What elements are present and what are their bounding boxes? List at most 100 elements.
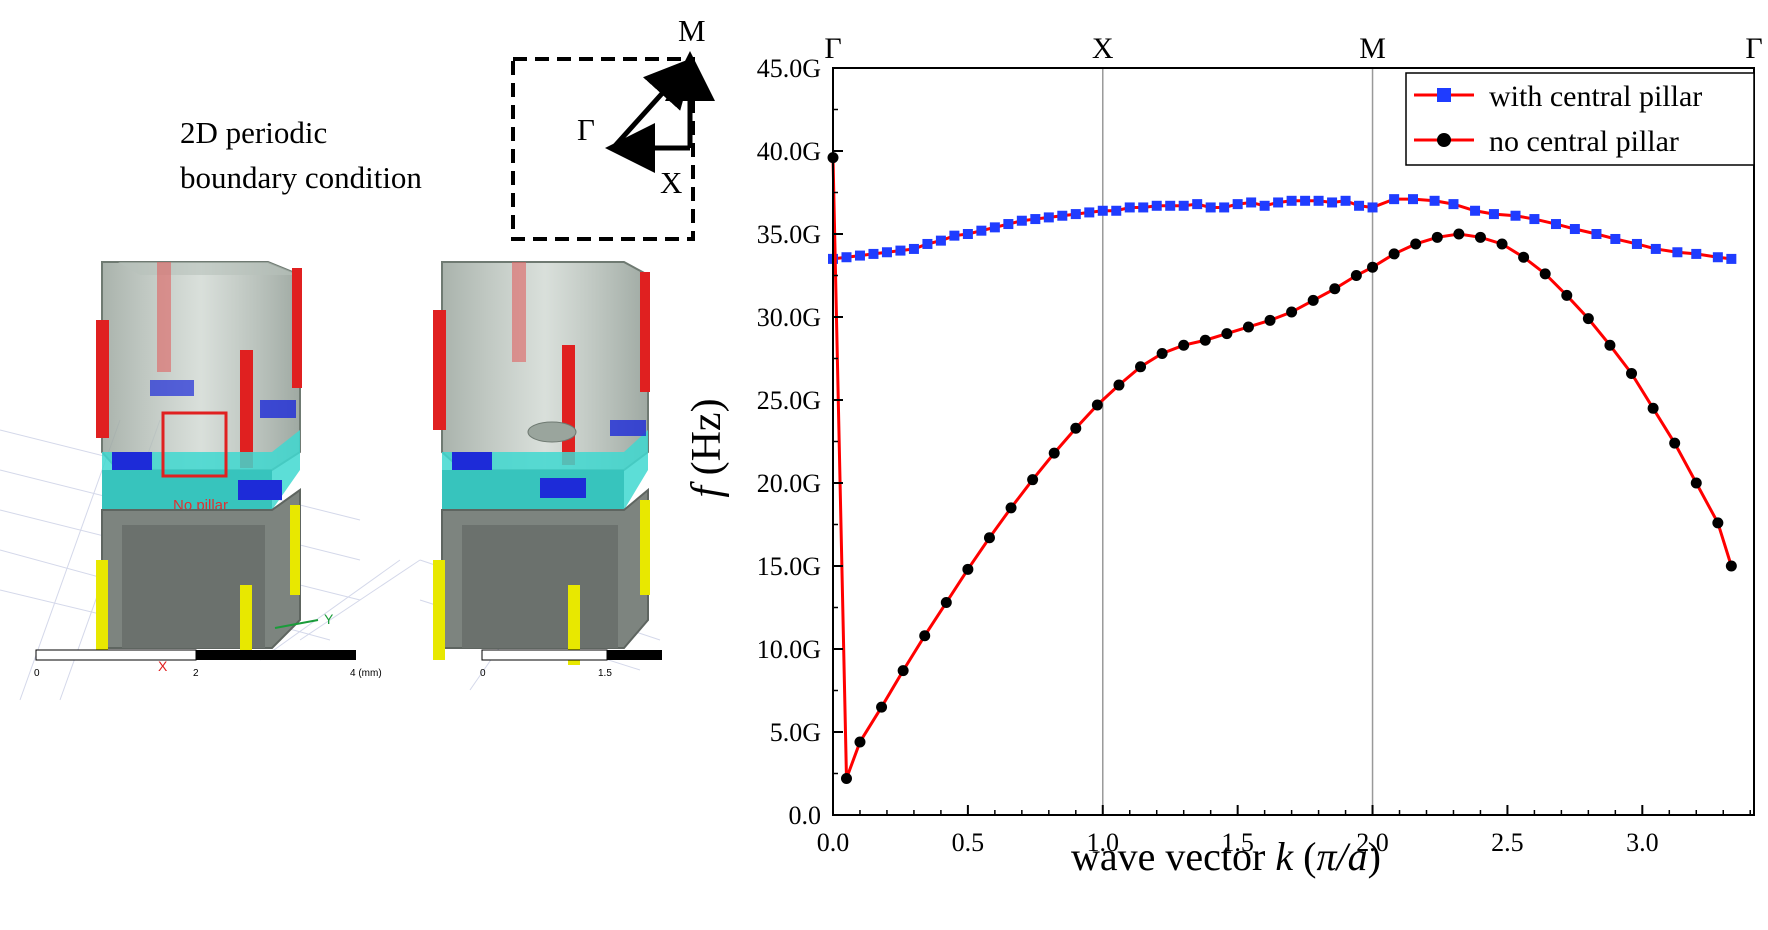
series-point-0-58 <box>1726 253 1737 264</box>
pad-right-3 <box>610 420 646 436</box>
series-point-1-16 <box>1156 348 1168 360</box>
scale-bar-black-left <box>196 650 356 660</box>
series-point-1-31 <box>1474 231 1486 243</box>
series-point-1-1 <box>840 772 852 784</box>
series-point-0-14 <box>1016 215 1027 226</box>
symmetry-label-1: X <box>1092 32 1114 65</box>
series-point-1-15 <box>1135 361 1147 373</box>
series-point-0-17 <box>1057 210 1068 221</box>
x-tick-label-1: 0.5 <box>952 828 985 857</box>
y-tick-label-9: 45.0G <box>757 54 821 83</box>
series-point-0-29 <box>1219 202 1230 213</box>
series-point-0-33 <box>1273 197 1284 208</box>
series-point-1-21 <box>1264 314 1276 326</box>
series-point-1-38 <box>1626 367 1638 379</box>
yellow-pillar-right-3 <box>640 500 650 595</box>
red-pillar-left-3 <box>292 268 302 388</box>
series-layer <box>827 152 1737 784</box>
series-point-0-40 <box>1367 202 1378 213</box>
series-point-0-51 <box>1591 229 1602 239</box>
upper-housing-left <box>101 261 301 471</box>
x-axis-unit-open: ( <box>1293 834 1316 879</box>
series-point-1-10 <box>1027 474 1039 486</box>
series-point-1-35 <box>1561 289 1573 301</box>
top-face-left <box>118 262 300 275</box>
series-point-0-41 <box>1389 194 1400 205</box>
series-point-0-34 <box>1286 195 1297 206</box>
series-point-0-15 <box>1030 214 1041 225</box>
x-tick-label-3: 1.5 <box>1221 828 1254 857</box>
series-point-0-38 <box>1340 195 1351 206</box>
series-point-1-36 <box>1582 313 1594 325</box>
y-tick-label-3: 15.0G <box>757 552 821 581</box>
center-feed-left <box>157 262 171 372</box>
series-point-1-17 <box>1178 339 1190 351</box>
series-point-0-26 <box>1178 200 1189 211</box>
no-pillar-highlight-box <box>161 411 228 478</box>
x-axis-unit: π/a <box>1316 834 1367 879</box>
series-point-0-24 <box>1151 200 1162 211</box>
brillouin-zone-boundary <box>511 57 695 241</box>
x-axis: 0.0 0.5 1.0 1.5 2.0 2.5 3.0 <box>817 805 1751 857</box>
axis-y-arrow <box>274 619 319 629</box>
series-point-1-8 <box>983 532 995 544</box>
series-point-1-18 <box>1199 334 1211 346</box>
series-point-0-22 <box>1124 202 1135 213</box>
series-point-0-5 <box>895 245 906 256</box>
series-point-0-20 <box>1097 205 1108 216</box>
series-point-1-28 <box>1410 238 1422 250</box>
series-point-0-12 <box>989 222 1000 233</box>
red-pillar-right-1 <box>433 310 446 430</box>
series-point-0-6 <box>908 243 919 254</box>
symmetry-label-0: Γ <box>824 32 841 65</box>
series-0 <box>828 194 1737 264</box>
bz-x-label: X <box>660 165 682 200</box>
series-point-1-22 <box>1286 306 1298 318</box>
y-tick-label-6: 30.0G <box>757 303 821 332</box>
series-point-1-29 <box>1431 231 1443 243</box>
pad-right-2 <box>540 478 586 498</box>
series-point-1-7 <box>962 563 974 575</box>
legend-box <box>1405 72 1755 166</box>
series-point-1-6 <box>940 597 952 609</box>
series-point-1-14 <box>1113 379 1125 391</box>
y-tick-label-2: 10.0G <box>757 635 821 664</box>
plot-frame <box>832 67 1755 816</box>
series-point-0-16 <box>1043 212 1054 223</box>
series-point-0-42 <box>1408 194 1419 205</box>
series-point-0-55 <box>1672 247 1683 258</box>
yellow-pillar-right-1 <box>433 560 445 660</box>
series-point-1-4 <box>897 665 909 677</box>
series-point-0-10 <box>962 229 973 239</box>
series-point-0-8 <box>935 235 946 246</box>
pad-left-2 <box>238 480 282 500</box>
y-tick-label-8: 40.0G <box>757 137 821 166</box>
path-gamma-to-m <box>611 56 696 150</box>
red-pillar-left-1 <box>96 320 109 438</box>
bz-gamma-label: Γ <box>577 112 595 147</box>
series-point-0-46 <box>1488 209 1499 220</box>
series-point-1-41 <box>1690 477 1702 489</box>
boundary-label-line2: boundary condition <box>180 160 422 195</box>
series-point-0-25 <box>1165 200 1176 211</box>
series-point-1-27 <box>1388 248 1400 260</box>
yellow-pillar-left-2 <box>240 585 252 655</box>
series-point-0-9 <box>949 230 960 241</box>
series-point-0-13 <box>1003 219 1014 230</box>
series-point-0-30 <box>1232 199 1243 210</box>
x-axis-unit-close: ) <box>1368 834 1381 879</box>
series-point-0-53 <box>1631 238 1642 249</box>
series-point-1-13 <box>1091 399 1103 411</box>
series-point-0-3 <box>868 248 879 259</box>
series-point-0-2 <box>854 250 865 261</box>
series-point-1-2 <box>854 736 866 748</box>
x-tick-label-4: 2.0 <box>1356 828 1389 857</box>
substrate-front-right <box>442 470 624 510</box>
yellow-pillar-right-2 <box>568 585 580 665</box>
series-point-0-39 <box>1354 200 1365 211</box>
model-left: No pillar Y X 0 2 4 (mm) <box>0 261 421 701</box>
legend-label-no-pillar: no central pillar <box>1489 125 1679 158</box>
boundary-label-line1: 2D periodic <box>180 115 327 150</box>
legend-label-with-pillar: with central pillar <box>1489 80 1702 113</box>
